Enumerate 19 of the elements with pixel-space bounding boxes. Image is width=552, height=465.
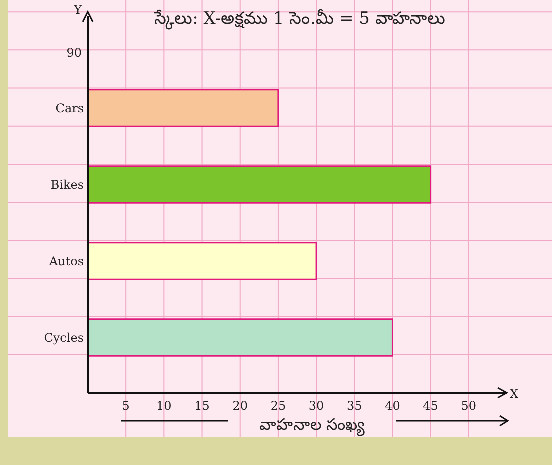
- x-tick-label: 15: [194, 399, 210, 413]
- x-tick-label: 25: [270, 399, 286, 413]
- y-tick-label: Cars: [56, 101, 84, 116]
- x-tick-label: 40: [385, 399, 400, 413]
- text: X: [510, 387, 519, 401]
- x-tick-label: 45: [423, 399, 438, 413]
- y-tick-label: Autos: [48, 254, 84, 268]
- y-tick-label: Cycles: [44, 330, 84, 345]
- x-tick-label: 30: [308, 399, 324, 413]
- x-tick-label: 20: [232, 399, 248, 413]
- y-tick-label: Bikes: [50, 178, 84, 192]
- text: 90: [66, 46, 82, 60]
- x-tick-label: 50: [461, 399, 477, 413]
- chart-title: స్కేలు: X-అక్షము 1 సెం.మీ = 5 వాహనాలు: [154, 9, 446, 30]
- x-tick-label: 5: [122, 399, 130, 413]
- x-axis-title: వాహనాల సంఖ్య: [259, 415, 366, 437]
- x-tick-label: 10: [156, 399, 172, 413]
- x-tick-label: 35: [346, 399, 362, 413]
- text: Y: [73, 3, 84, 17]
